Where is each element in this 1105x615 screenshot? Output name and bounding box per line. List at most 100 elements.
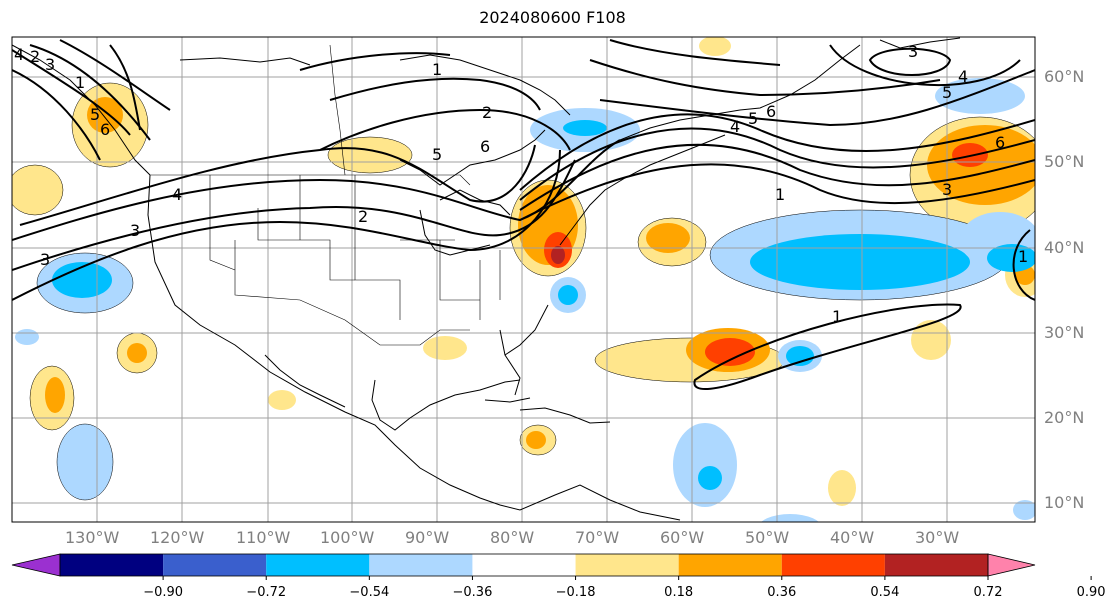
country-borders: [150, 44, 501, 346]
negative-anomaly-region: [786, 346, 814, 366]
contour-label: 6: [995, 133, 1005, 152]
positive-anomaly-region: [927, 125, 1035, 205]
contour-label: 6: [480, 137, 490, 156]
contour-label: 3: [45, 55, 55, 74]
contour-label: 3: [908, 42, 918, 61]
contour-label: 2: [358, 207, 368, 226]
colorbar-tick-label: 0.18: [664, 585, 694, 600]
colorbar-segment: [60, 554, 164, 576]
contour-label: 4: [172, 185, 182, 204]
contour-label: 1: [75, 73, 85, 92]
colorbar-segment: [781, 554, 885, 576]
contour-label: 3: [40, 250, 50, 269]
latitude-label: 10°N: [1044, 493, 1085, 512]
negative-anomaly-region: [761, 514, 819, 522]
contour-label: 1: [1018, 247, 1028, 266]
negative-anomaly-region: [987, 244, 1035, 272]
shaded-field: [12, 37, 1035, 522]
contour-label: 5: [90, 105, 100, 124]
contour-label: 2: [30, 47, 40, 66]
positive-anomaly-region: [423, 336, 467, 360]
contour-label: 6: [100, 120, 110, 139]
longitude-label: 50°W: [745, 528, 790, 547]
positive-anomaly-region: [127, 343, 147, 363]
latitude-label: 60°N: [1044, 67, 1085, 86]
colorbar-tick-label: 0.54: [870, 585, 900, 600]
positive-anomaly-region: [911, 320, 951, 360]
negative-anomaly-region: [935, 78, 1025, 114]
colorbar-segment: [472, 554, 576, 576]
negative-anomaly-region: [1013, 500, 1035, 520]
colorbar-tick-label: 0.72: [973, 585, 1003, 600]
colorbar-tick-label: −0.36: [452, 585, 493, 600]
colorbar-tick-label: −0.18: [555, 585, 596, 600]
latitude-label: 30°N: [1044, 323, 1085, 342]
contour-label: 4: [14, 45, 24, 64]
colorbar-frame: [59, 553, 989, 577]
positive-anomaly-region: [327, 136, 413, 174]
longitude-label: 30°W: [915, 528, 960, 547]
negative-anomaly-region: [750, 234, 970, 290]
contour-label: 1: [775, 185, 785, 204]
contour-label: 5: [942, 83, 952, 102]
colorbar-segment: [369, 554, 473, 576]
latitude-label: 20°N: [1044, 408, 1085, 427]
longitude-label: 120°W: [150, 528, 205, 547]
colorbar-segment: [678, 554, 782, 576]
longitude-label: 90°W: [405, 528, 450, 547]
longitude-label: 80°W: [490, 528, 535, 547]
contour-label: 2: [482, 103, 492, 122]
longitude-label: 70°W: [575, 528, 620, 547]
colorbar-tick-label: −0.90: [143, 585, 184, 600]
positive-anomaly-region: [646, 223, 690, 253]
map-title: 2024080600 F108: [479, 8, 626, 27]
colorbar-segment: [575, 554, 679, 576]
positive-anomaly-region: [268, 390, 296, 410]
colorbar-tick-label: −0.54: [349, 585, 390, 600]
colorbar-segment: [266, 554, 370, 576]
contour-label: 1: [432, 60, 442, 79]
latitude-label: 40°N: [1044, 238, 1085, 257]
coastlines: [12, 37, 961, 521]
colorbar-segment: [884, 554, 988, 576]
contour-labels: 1 2 3 4 5 6 1 2 3 4 5 6 3 4 5 6 1 2 3 4 …: [14, 42, 1028, 326]
positive-anomaly-region: [45, 377, 65, 413]
contour-label: 5: [748, 109, 758, 128]
longitude-label: 130°W: [65, 528, 120, 547]
positive-anomaly-region: [828, 470, 856, 506]
positive-anomaly-region: [12, 164, 64, 216]
contour-label: 5: [432, 145, 442, 164]
colorbar-extend-max: [987, 553, 1036, 577]
contour-label: 3: [942, 180, 952, 199]
contour-label: 1: [832, 307, 842, 326]
negative-anomaly-region: [15, 329, 39, 345]
plot-frame: [11, 36, 1036, 523]
longitude-label: 100°W: [320, 528, 375, 547]
colorbar-extend-min: [11, 553, 61, 577]
negative-anomaly-region: [558, 285, 578, 305]
graticule: [12, 37, 1035, 522]
negative-anomaly-region: [563, 120, 607, 136]
longitude-label: 60°W: [660, 528, 705, 547]
contour-label: 3: [130, 221, 140, 240]
latitude-label: 50°N: [1044, 152, 1085, 171]
positive-anomaly-region: [551, 246, 565, 264]
longitude-label: 110°W: [236, 528, 291, 547]
positive-anomaly-region: [699, 37, 731, 56]
positive-anomaly-region: [526, 431, 546, 449]
height-contours: [12, 39, 1035, 391]
positive-anomaly-region: [705, 338, 755, 366]
colorbar-tick-label: 0.36: [767, 585, 797, 600]
longitude-label: 40°W: [830, 528, 875, 547]
colorbar-tick-label: 0.90: [1076, 585, 1105, 600]
negative-anomaly-region: [673, 423, 737, 507]
colorbar-tick-label: −0.72: [246, 585, 287, 600]
negative-anomaly-region: [56, 423, 114, 501]
contour-label: 6: [766, 102, 776, 121]
contour-label: 4: [730, 117, 740, 136]
negative-anomaly-region: [698, 466, 722, 490]
colorbar-segment: [163, 554, 267, 576]
contour-label: 4: [958, 67, 968, 86]
colorbar: [11, 553, 1092, 580]
